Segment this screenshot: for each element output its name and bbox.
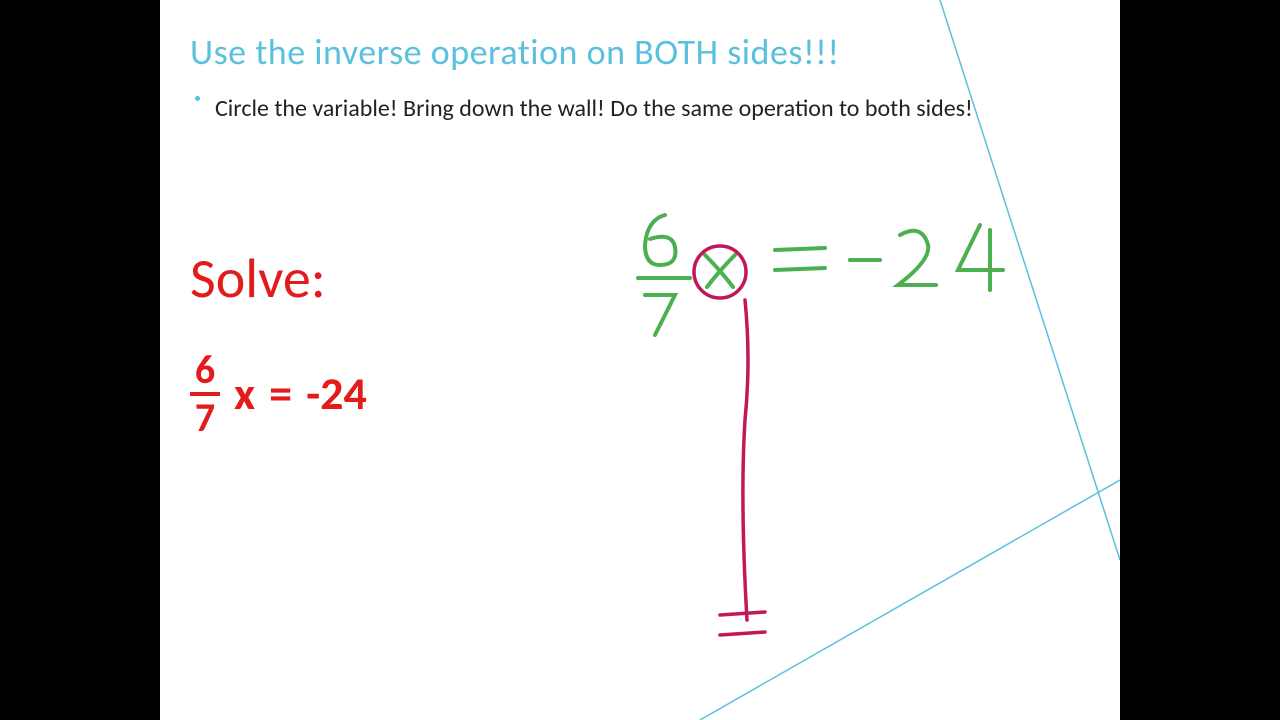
hand-fraction [638, 215, 690, 335]
hand-rhs [850, 225, 1003, 290]
slide-area: Use the inverse operation on BOTH sides!… [160, 0, 1120, 720]
variable: x [234, 366, 255, 422]
slide-title: Use the inverse operation on BOTH sides!… [190, 30, 840, 74]
denominator: 7 [190, 392, 220, 438]
printed-equation: 6 7 x = -24 [190, 350, 367, 438]
wall-line [743, 300, 748, 620]
hand-equals [775, 248, 825, 270]
variable-circle [694, 246, 746, 298]
hand-variable [705, 255, 735, 287]
numerator: 6 [195, 350, 215, 392]
bullet-icon [195, 96, 200, 101]
rhs: -24 [306, 366, 367, 422]
hand-bottom-equals [720, 612, 765, 635]
equals-sign: = [269, 366, 292, 422]
fraction: 6 7 [190, 350, 220, 438]
body-text: Circle the variable! Bring down the wall… [215, 85, 975, 133]
solve-label: Solve: [190, 245, 326, 313]
